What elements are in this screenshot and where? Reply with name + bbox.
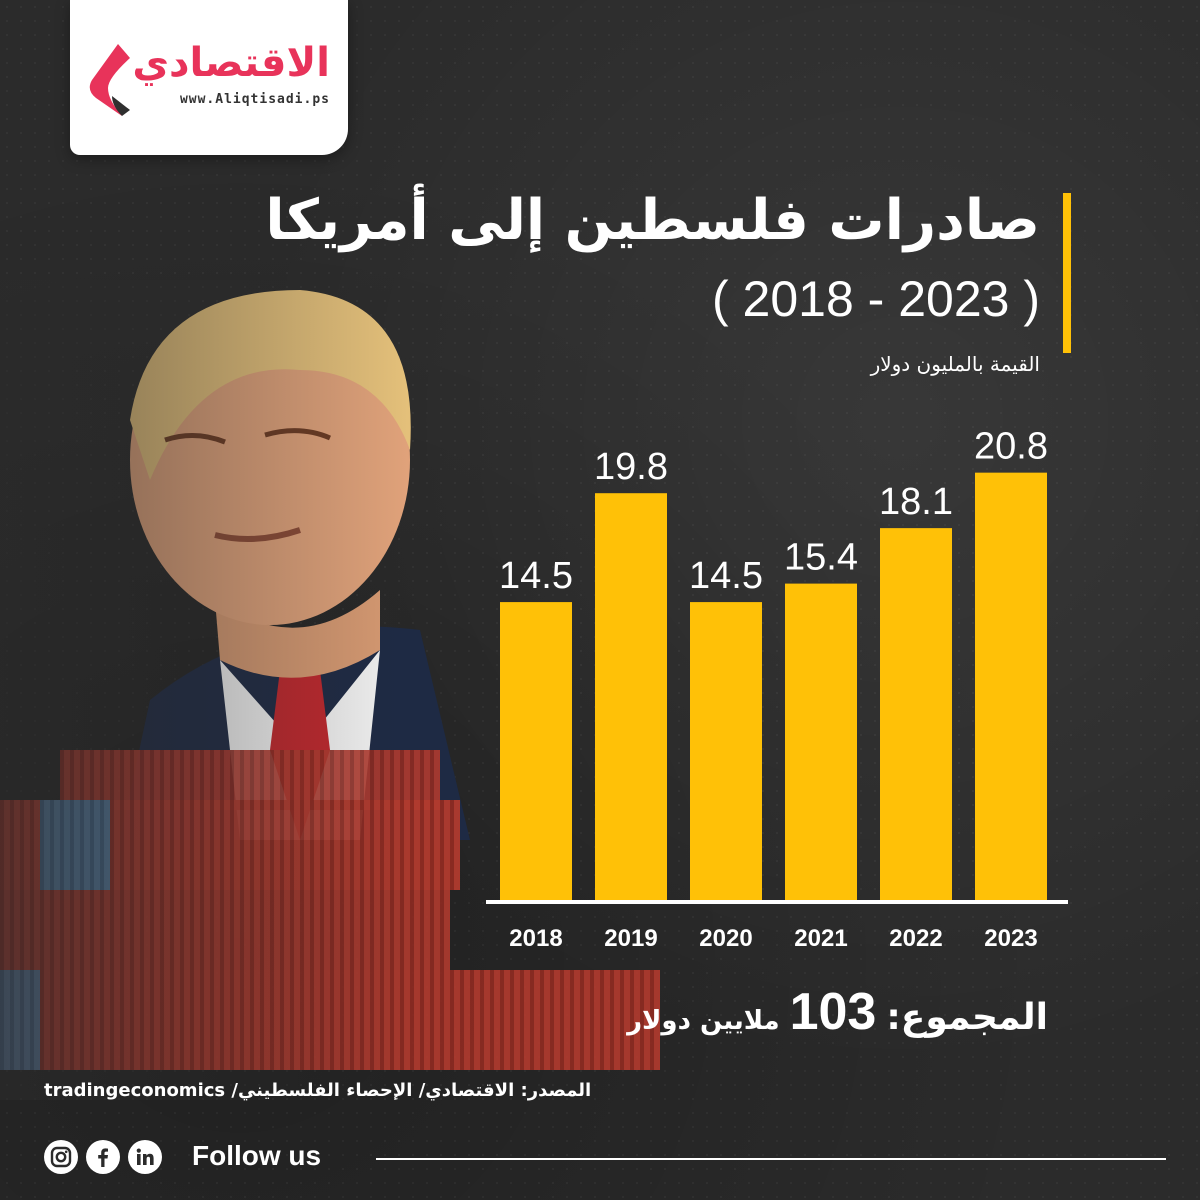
brand-logo-card[interactable]: الاقتصادي www.Aliqtisadi.ps <box>70 0 348 155</box>
bar-2018 <box>500 602 572 900</box>
bar-2022 <box>880 528 952 900</box>
x-tick-label: 2021 <box>794 925 847 952</box>
bar-value-label: 14.5 <box>499 555 573 597</box>
x-tick-label: 2023 <box>984 925 1037 952</box>
title-years: ( 2018 - 2023 ) <box>712 271 1040 327</box>
total-unit: ملايين دولار <box>627 1006 780 1036</box>
total-value: 103 <box>789 983 877 1041</box>
follow-us-label[interactable]: Follow us <box>192 1140 322 1171</box>
instagram-icon[interactable] <box>44 1140 78 1174</box>
total-label: المجموع: <box>886 997 1048 1038</box>
x-tick-label: 2020 <box>699 925 752 952</box>
brand-name: الاقتصادي <box>132 40 331 86</box>
x-tick-label: 2022 <box>889 925 942 952</box>
title-accent-bar <box>1063 193 1071 353</box>
bar-value-label: 19.8 <box>594 446 668 488</box>
social-icons <box>44 1140 162 1174</box>
bar-chart: 14.5 2018 19.8 2019 14.5 2020 15.4 2021 18.1 2022… <box>486 426 1068 952</box>
page-title: صادرات فلسطين إلى أمريكا <box>265 188 1040 253</box>
bar-2020 <box>690 602 762 900</box>
bar-2023 <box>975 472 1047 900</box>
bar-value-label: 14.5 <box>689 555 763 597</box>
brand-url: www.Aliqtisadi.ps <box>179 92 330 107</box>
bar-value-label: 18.1 <box>879 481 953 523</box>
x-tick-label: 2018 <box>509 925 562 952</box>
footer-divider <box>376 1158 1166 1160</box>
bar-2021 <box>785 583 857 900</box>
total-summary: المجموع: 103 ملايين دولار <box>627 982 1048 1042</box>
facebook-icon[interactable] <box>86 1140 120 1174</box>
linkedin-icon[interactable] <box>128 1140 162 1174</box>
source-text: المصدر: الاقتصادي/ الإحصاء الفلسطيني/ tr… <box>44 1080 592 1101</box>
brand-logo-mark-icon <box>89 44 130 116</box>
bar-2019 <box>595 493 667 900</box>
unit-label: القيمة بالمليون دولار <box>870 352 1040 376</box>
bar-value-label: 15.4 <box>784 537 858 579</box>
bar-value-label: 20.8 <box>974 426 1048 468</box>
x-tick-label: 2019 <box>604 925 657 952</box>
